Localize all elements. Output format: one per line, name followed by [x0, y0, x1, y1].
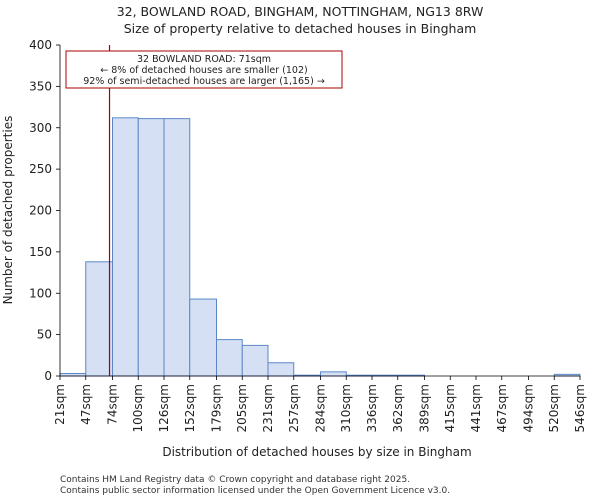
histogram-bar	[137, 118, 165, 377]
x-axis-label: Distribution of detached houses by size …	[162, 445, 471, 459]
x-tick-label: 546sqm	[573, 384, 587, 432]
x-tick-label: 441sqm	[469, 384, 483, 432]
x-tick-label: 126sqm	[157, 384, 171, 432]
histogram-bar	[319, 371, 347, 377]
chart-title-line-1: 32, BOWLAND ROAD, BINGHAM, NOTTINGHAM, N…	[117, 4, 484, 19]
y-tick-label: 0	[44, 369, 52, 383]
x-tick-label: 100sqm	[131, 384, 145, 432]
y-tick-label: 350	[29, 79, 52, 93]
histogram-bar	[241, 344, 269, 377]
histogram-bar	[215, 339, 243, 377]
annotation-text: ← 8% of detached houses are smaller (102…	[100, 65, 307, 76]
x-tick-label: 21sqm	[53, 384, 67, 425]
y-tick-label: 400	[29, 38, 52, 52]
x-tick-label: 494sqm	[521, 384, 535, 432]
x-tick-label: 205sqm	[235, 384, 249, 432]
x-tick-label: 47sqm	[79, 384, 93, 425]
x-tick-label: 179sqm	[209, 384, 223, 432]
histogram-bar	[85, 261, 113, 377]
x-tick-label: 415sqm	[443, 384, 457, 432]
x-tick-label: 310sqm	[339, 384, 353, 432]
y-tick-label: 200	[29, 204, 52, 218]
y-tick-label: 50	[37, 328, 52, 342]
histogram-bar	[189, 298, 217, 377]
annotation-text: 92% of semi-detached houses are larger (…	[83, 76, 325, 87]
x-tick-label: 231sqm	[261, 384, 275, 432]
x-tick-label: 284sqm	[313, 384, 327, 432]
x-tick-label: 520sqm	[547, 384, 561, 432]
y-tick-label: 250	[29, 162, 52, 176]
x-tick-label: 467sqm	[495, 384, 509, 432]
chart-title-line-2: Size of property relative to detached ho…	[124, 21, 477, 36]
y-axis-label: Number of detached properties	[1, 116, 15, 305]
plot-area: 0 50 100 150 200 250 300 350 400 21sqm 47sqm 74sqm 1…	[29, 38, 587, 432]
y-tick-label: 100	[29, 286, 52, 300]
x-tick-label: 152sqm	[183, 384, 197, 432]
x-tick-label: 74sqm	[105, 384, 119, 425]
annotation-box	[65, 50, 343, 89]
x-tick-label: 362sqm	[391, 384, 405, 432]
x-tick-label: 389sqm	[417, 384, 431, 432]
histogram-bar	[111, 117, 139, 377]
y-tick-label: 300	[29, 121, 52, 135]
x-tick-label: 257sqm	[287, 384, 301, 432]
footer-line-1: Contains HM Land Registry data © Crown c…	[60, 475, 410, 485]
annotation-text: 32 BOWLAND ROAD: 71sqm	[137, 54, 271, 65]
y-tick-label: 150	[29, 245, 52, 259]
x-tick-label: 336sqm	[365, 384, 379, 432]
footer-line-2: Contains public sector information licen…	[60, 486, 450, 496]
histogram-bar	[163, 118, 191, 377]
histogram-bar	[267, 362, 295, 377]
